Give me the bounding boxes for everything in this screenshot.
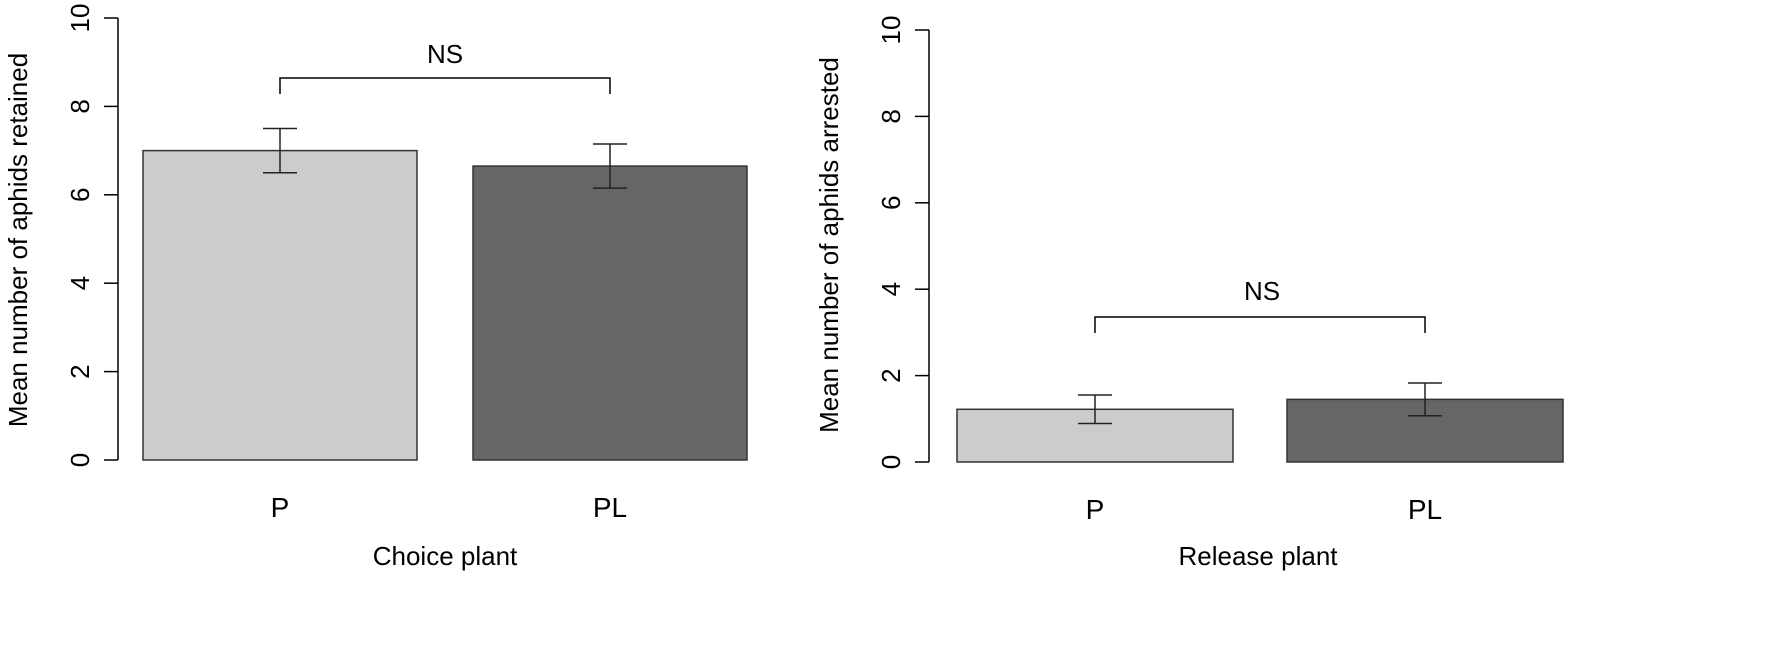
x-tick-label: P (271, 492, 290, 523)
significance-bracket (1094, 316, 1426, 333)
y-tick-label: 0 (65, 453, 95, 467)
y-tick-label: 8 (876, 109, 906, 123)
plot-area: 0 2 4 6 8 10 P PL (876, 16, 1564, 525)
significance-label: NS (427, 39, 463, 69)
y-tick-label: 6 (65, 188, 95, 202)
x-axis-title: Choice plant (373, 541, 518, 571)
plot-area: 0 2 4 6 8 10 P PL (65, 4, 748, 523)
significance-bracket (279, 77, 611, 94)
bar (142, 149, 418, 461)
x-tick-label: P (1086, 494, 1105, 525)
x-tick-label: PL (1408, 494, 1442, 525)
y-axis-title: Mean number of aphids arrested (814, 57, 844, 433)
x-tick-label: PL (593, 492, 627, 523)
y-tick-label: 8 (65, 99, 95, 113)
y-tick-label: 10 (876, 16, 906, 45)
y-tick-label: 4 (65, 276, 95, 290)
chart-panel-arrested: Mean number of aphids arrested Release p… (814, 16, 1564, 571)
chart-panel-retained: Mean number of aphids retained Choice pl… (3, 4, 748, 571)
bar (472, 165, 748, 461)
y-axis-title: Mean number of aphids retained (3, 53, 33, 427)
y-tick-label: 0 (876, 455, 906, 469)
significance-label: NS (1244, 276, 1280, 306)
y-tick-label: 4 (876, 282, 906, 296)
y-tick-label: 2 (65, 364, 95, 378)
x-axis-title: Release plant (1179, 541, 1339, 571)
y-tick-label: 10 (65, 4, 95, 33)
y-tick-label: 2 (876, 368, 906, 382)
y-tick-label: 6 (876, 196, 906, 210)
